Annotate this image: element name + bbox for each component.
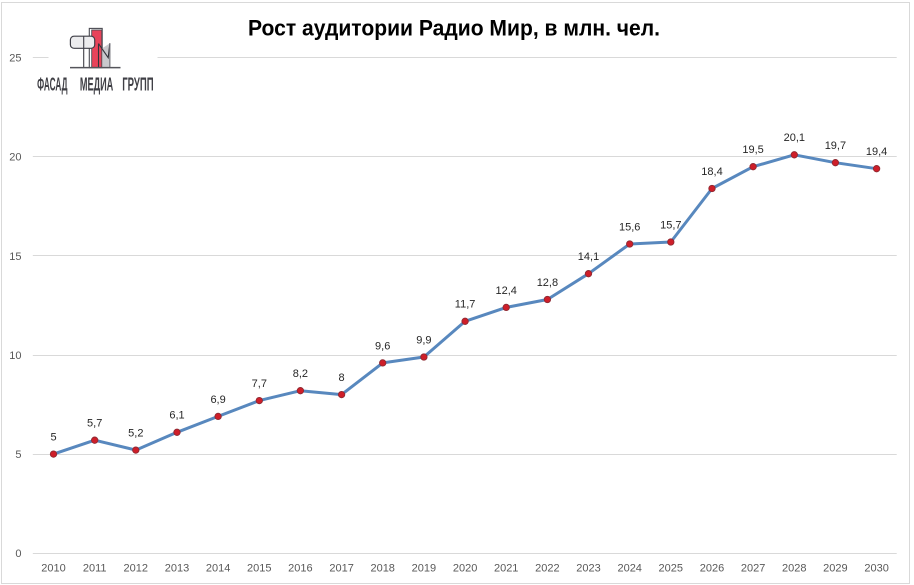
svg-text:11,7: 11,7 <box>455 299 476 311</box>
svg-text:2026: 2026 <box>700 563 724 575</box>
svg-text:5,2: 5,2 <box>128 428 143 440</box>
svg-text:5: 5 <box>50 432 56 444</box>
svg-text:2012: 2012 <box>124 563 148 575</box>
svg-text:2022: 2022 <box>535 563 559 575</box>
svg-text:8: 8 <box>339 372 345 384</box>
svg-text:2010: 2010 <box>41 563 65 575</box>
svg-text:9,6: 9,6 <box>375 340 390 352</box>
svg-text:2023: 2023 <box>576 563 600 575</box>
svg-text:2011: 2011 <box>83 563 107 575</box>
svg-text:14,1: 14,1 <box>578 251 599 263</box>
svg-text:0: 0 <box>15 548 21 560</box>
svg-text:2030: 2030 <box>864 563 888 575</box>
svg-text:2016: 2016 <box>288 563 312 575</box>
svg-text:2029: 2029 <box>823 563 847 575</box>
svg-text:5: 5 <box>15 449 21 461</box>
svg-text:10: 10 <box>9 350 21 362</box>
svg-text:12,4: 12,4 <box>495 285 516 297</box>
svg-text:5,7: 5,7 <box>87 418 102 430</box>
svg-text:2015: 2015 <box>247 563 271 575</box>
svg-text:6,1: 6,1 <box>169 410 184 422</box>
svg-text:МЕДИА: МЕДИА <box>80 76 114 96</box>
svg-text:15,7: 15,7 <box>660 219 681 231</box>
svg-text:2020: 2020 <box>453 563 477 575</box>
svg-text:19,4: 19,4 <box>866 146 887 158</box>
svg-text:6,9: 6,9 <box>210 394 225 406</box>
svg-text:2014: 2014 <box>206 563 230 575</box>
svg-text:2028: 2028 <box>782 563 806 575</box>
svg-text:Рост аудитории Радио Мир, в мл: Рост аудитории Радио Мир, в млн. чел. <box>248 15 660 40</box>
svg-text:2025: 2025 <box>659 563 683 575</box>
svg-text:8,2: 8,2 <box>293 368 308 380</box>
svg-text:9,9: 9,9 <box>416 334 431 346</box>
svg-text:2018: 2018 <box>370 563 394 575</box>
svg-text:2013: 2013 <box>165 563 189 575</box>
svg-text:2027: 2027 <box>741 563 765 575</box>
svg-text:2019: 2019 <box>412 563 436 575</box>
svg-text:19,7: 19,7 <box>825 140 846 152</box>
svg-text:12,8: 12,8 <box>537 277 558 289</box>
svg-text:2021: 2021 <box>494 563 518 575</box>
svg-text:18,4: 18,4 <box>701 166 722 178</box>
svg-text:ФАСАД: ФАСАД <box>37 76 68 96</box>
svg-text:ГРУПП: ГРУПП <box>122 76 153 96</box>
svg-text:7,7: 7,7 <box>252 378 267 390</box>
svg-text:25: 25 <box>9 53 21 65</box>
svg-text:19,5: 19,5 <box>742 144 763 156</box>
svg-text:20: 20 <box>9 152 21 164</box>
svg-text:15,6: 15,6 <box>619 221 640 233</box>
svg-text:2024: 2024 <box>617 563 641 575</box>
svg-text:20,1: 20,1 <box>784 132 805 144</box>
svg-text:15: 15 <box>9 251 21 263</box>
svg-text:2017: 2017 <box>329 563 353 575</box>
